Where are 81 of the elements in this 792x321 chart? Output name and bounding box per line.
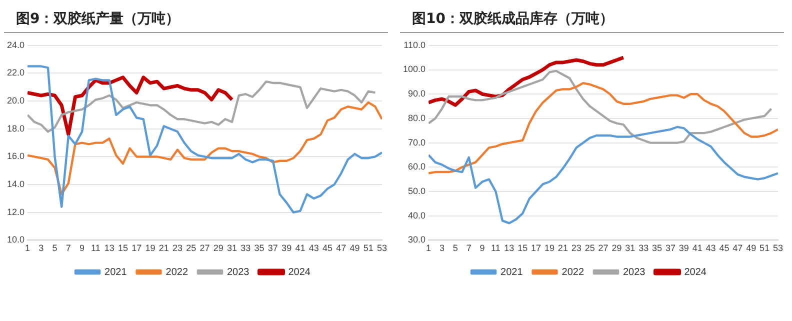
x-tick-label: 21 bbox=[558, 243, 568, 254]
x-tick-label: 3 bbox=[38, 243, 44, 254]
x-tick-label: 23 bbox=[172, 243, 182, 254]
x-tick-label: 51 bbox=[760, 243, 770, 254]
legend-label: 2023 bbox=[623, 266, 646, 278]
x-tick-label: 49 bbox=[746, 243, 756, 254]
legend-label: 2021 bbox=[500, 266, 524, 278]
x-tick-label: 19 bbox=[145, 243, 156, 254]
x-tick-label: 25 bbox=[584, 243, 595, 254]
x-tick-label: 27 bbox=[200, 243, 210, 254]
x-tick-label: 15 bbox=[518, 243, 528, 254]
x-tick-label: 1 bbox=[426, 243, 432, 254]
y-tick-label: 12.0 bbox=[6, 206, 25, 217]
y-tick-label: 30.0 bbox=[408, 234, 426, 245]
x-tick-label: 47 bbox=[732, 243, 743, 254]
x-tick-label: 43 bbox=[706, 243, 716, 254]
x-tick-label: 9 bbox=[480, 243, 485, 254]
x-tick-label: 25 bbox=[186, 243, 196, 254]
legend-label: 2021 bbox=[104, 266, 128, 278]
x-tick-label: 31 bbox=[625, 243, 636, 254]
x-tick-label: 19 bbox=[544, 243, 555, 254]
x-tick-label: 37 bbox=[665, 243, 676, 254]
y-tick-label: 20.0 bbox=[6, 96, 25, 106]
x-tick-label: 37 bbox=[268, 243, 278, 254]
y-tick-label: 14.0 bbox=[6, 179, 25, 190]
x-tick-label: 41 bbox=[295, 243, 306, 254]
chart-title: 图9：双胶纸产量（万吨） bbox=[4, 0, 388, 33]
x-tick-label: 51 bbox=[363, 243, 374, 254]
y-tick-label: 90.0 bbox=[408, 88, 426, 99]
x-tick-label: 7 bbox=[466, 243, 472, 254]
x-tick-label: 5 bbox=[52, 243, 58, 254]
x-tick-label: 29 bbox=[213, 243, 224, 254]
x-tick-label: 17 bbox=[531, 243, 542, 254]
x-tick-label: 47 bbox=[336, 243, 346, 254]
x-tick-label: 9 bbox=[80, 243, 85, 254]
x-tick-label: 13 bbox=[104, 243, 114, 254]
y-tick-label: 16.0 bbox=[6, 151, 25, 162]
y-tick-label: 50.0 bbox=[408, 186, 426, 196]
y-tick-label: 22.0 bbox=[6, 68, 25, 78]
x-tick-label: 5 bbox=[452, 243, 458, 254]
y-tick-label: 80.0 bbox=[408, 112, 426, 123]
y-tick-label: 40.0 bbox=[408, 210, 426, 220]
x-tick-label: 49 bbox=[350, 243, 360, 254]
y-tick-label: 60.0 bbox=[408, 162, 426, 172]
x-tick-label: 21 bbox=[158, 243, 169, 254]
x-tick-label: 39 bbox=[678, 243, 689, 254]
x-tick-label: 45 bbox=[322, 243, 332, 254]
x-tick-label: 27 bbox=[598, 243, 608, 254]
y-tick-label: 18.0 bbox=[6, 123, 25, 134]
x-tick-label: 17 bbox=[132, 243, 142, 254]
chart-title: 图10：双胶纸成品库存（万吨） bbox=[400, 0, 784, 33]
x-tick-label: 3 bbox=[439, 243, 444, 254]
x-tick-label: 53 bbox=[772, 243, 784, 254]
x-tick-label: 43 bbox=[308, 243, 319, 254]
x-tick-label: 53 bbox=[376, 243, 388, 254]
x-tick-label: 33 bbox=[638, 243, 649, 254]
y-tick-label: 24.0 bbox=[6, 40, 25, 50]
legend-label: 2023 bbox=[227, 266, 250, 278]
legend-label: 2022 bbox=[166, 266, 188, 278]
x-tick-label: 31 bbox=[227, 243, 238, 254]
legend-label: 2024 bbox=[684, 266, 707, 278]
legend-label: 2024 bbox=[288, 266, 311, 278]
legend-label: 2022 bbox=[562, 266, 584, 278]
x-tick-label: 13 bbox=[504, 243, 514, 254]
y-tick-label: 110.0 bbox=[404, 40, 426, 50]
y-tick-label: 100.0 bbox=[402, 64, 426, 74]
x-tick-label: 23 bbox=[571, 243, 582, 254]
y-tick-label: 70.0 bbox=[408, 137, 426, 148]
x-tick-label: 35 bbox=[652, 243, 662, 254]
x-tick-label: 33 bbox=[240, 243, 251, 254]
y-tick-label: 10.0 bbox=[6, 234, 25, 245]
x-tick-label: 15 bbox=[118, 243, 128, 254]
x-tick-label: 39 bbox=[282, 243, 292, 254]
x-tick-label: 41 bbox=[692, 243, 702, 254]
x-tick-label: 7 bbox=[66, 243, 71, 254]
x-tick-label: 1 bbox=[25, 243, 30, 254]
x-tick-label: 29 bbox=[612, 243, 622, 254]
x-tick-label: 45 bbox=[719, 243, 730, 254]
x-tick-label: 11 bbox=[91, 243, 100, 254]
x-tick-label: 11 bbox=[491, 243, 500, 254]
x-tick-label: 35 bbox=[254, 243, 264, 254]
